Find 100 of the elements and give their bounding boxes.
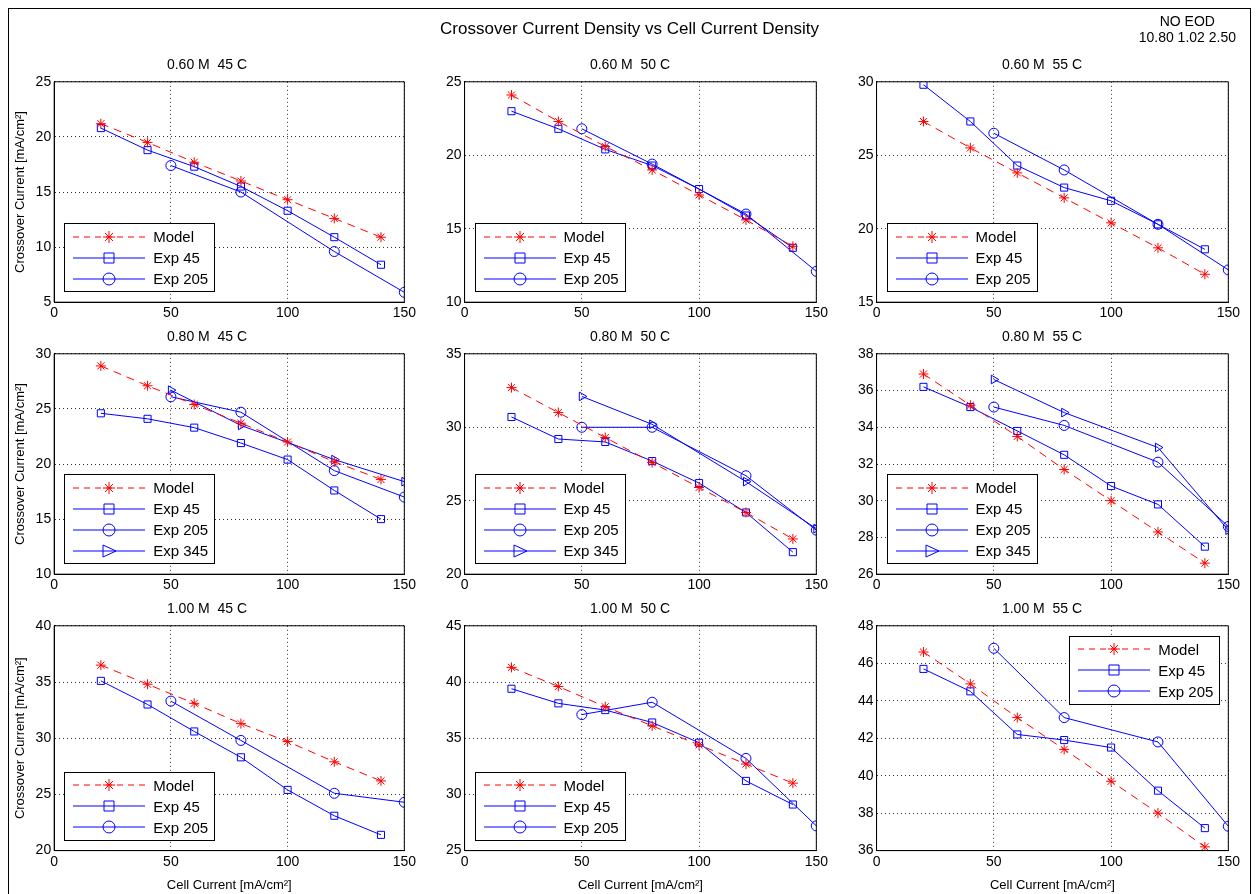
y-tick-label: 30 bbox=[35, 344, 52, 361]
y-tick-label: 30 bbox=[445, 785, 462, 802]
y-tick-label: 10 bbox=[445, 293, 462, 310]
legend-label: Exp 45 bbox=[975, 249, 1023, 267]
text: 10.80 1.02 2.50 bbox=[1138, 29, 1236, 45]
x-tick-label: 0 bbox=[50, 852, 59, 869]
legend-label: Exp 45 bbox=[1158, 661, 1205, 679]
y-tick-label: 35 bbox=[445, 729, 462, 746]
x-tick-label: 50 bbox=[163, 852, 179, 869]
y-tick-label: 36 bbox=[857, 841, 874, 858]
x-axis-title: Cell Current [mA/cm²] bbox=[989, 876, 1115, 892]
legend-label: Exp 205 bbox=[1158, 682, 1214, 700]
y-tick-label: 25 bbox=[857, 146, 874, 163]
chart-title: 0.80 M 45 C bbox=[166, 328, 248, 345]
y-tick-label: 44 bbox=[857, 691, 874, 708]
x-tick-label: 150 bbox=[804, 576, 829, 593]
legend-label: Model bbox=[975, 228, 1017, 246]
x-tick-label: 150 bbox=[804, 852, 829, 869]
x-tick-label: 0 bbox=[872, 304, 881, 321]
y-tick-label: 10 bbox=[35, 565, 52, 582]
x-tick-label: 100 bbox=[687, 304, 711, 321]
x-tick-label: 50 bbox=[986, 576, 1002, 593]
y-tick-label: 32 bbox=[857, 454, 874, 471]
x-tick-label: 150 bbox=[1216, 852, 1241, 869]
x-tick-label: 0 bbox=[872, 576, 881, 593]
y-tick-label: 35 bbox=[35, 672, 52, 689]
y-tick-label: 25 bbox=[35, 72, 52, 89]
y-tick-label: 40 bbox=[35, 616, 52, 633]
y-tick-label: 36 bbox=[857, 381, 874, 398]
y-tick-label: 25 bbox=[35, 785, 52, 802]
y-tick-label: 26 bbox=[857, 565, 874, 582]
y-tick-label: 20 bbox=[445, 146, 462, 163]
x-axis-title: Cell Current [mA/cm²] bbox=[166, 876, 292, 892]
y-tick-label: 15 bbox=[445, 219, 462, 236]
legend-label: Exp 45 bbox=[975, 500, 1023, 518]
legend-label: Exp 205 bbox=[153, 521, 209, 539]
x-tick-label: 150 bbox=[804, 304, 829, 321]
chart-title: 0.80 M 50 C bbox=[589, 328, 671, 345]
legend-label: Exp 45 bbox=[563, 797, 611, 815]
chart-title: 0.60 M 45 C bbox=[166, 56, 248, 73]
y-tick-label: 40 bbox=[857, 766, 874, 783]
legend-label: Exp 45 bbox=[153, 500, 200, 518]
y-tick-label: 25 bbox=[445, 491, 462, 508]
chart-title: 0.60 M 50 C bbox=[589, 56, 671, 73]
x-tick-label: 0 bbox=[460, 852, 469, 869]
x-tick-label: 50 bbox=[574, 576, 590, 593]
y-tick-label: 20 bbox=[857, 219, 874, 236]
y-tick-label: 45 bbox=[445, 616, 462, 633]
y-tick-label: 46 bbox=[857, 654, 874, 671]
y-tick-label: 25 bbox=[445, 841, 462, 858]
x-tick-label: 50 bbox=[986, 304, 1002, 321]
y-tick-label: 15 bbox=[857, 293, 874, 310]
legend-label: Exp 45 bbox=[563, 500, 611, 518]
legend-label: Model bbox=[563, 228, 605, 246]
y-tick-label: 30 bbox=[35, 729, 52, 746]
y-axis-title: Crossover Current [mA/cm²] bbox=[12, 111, 28, 273]
y-tick-label: 42 bbox=[857, 729, 874, 746]
x-tick-label: 100 bbox=[275, 576, 300, 593]
x-tick-label: 100 bbox=[1099, 304, 1123, 321]
legend-label: Exp 45 bbox=[563, 249, 611, 267]
x-tick-label: 50 bbox=[986, 852, 1002, 869]
legend-label: Model bbox=[563, 776, 605, 794]
x-tick-label: 50 bbox=[163, 576, 179, 593]
legend-label: Exp 45 bbox=[153, 797, 200, 815]
text: Crossover Current Density vs Cell Current Density bbox=[440, 19, 819, 38]
x-tick-label: 0 bbox=[460, 304, 469, 321]
legend-label: Exp 205 bbox=[153, 270, 209, 288]
x-tick-label: 50 bbox=[574, 852, 590, 869]
y-tick-label: 30 bbox=[857, 72, 874, 89]
y-axis-title: Crossover Current [mA/cm²] bbox=[12, 383, 28, 545]
y-tick-label: 20 bbox=[445, 565, 462, 582]
chart-title: 0.60 M 55 C bbox=[1001, 56, 1083, 73]
y-tick-label: 48 bbox=[857, 616, 874, 633]
y-tick-label: 25 bbox=[445, 72, 462, 89]
y-tick-label: 28 bbox=[857, 528, 874, 545]
y-tick-label: 5 bbox=[43, 293, 52, 310]
legend-label: Exp 345 bbox=[153, 542, 209, 560]
legend-label: Exp 205 bbox=[153, 818, 209, 836]
y-tick-label: 15 bbox=[35, 509, 52, 526]
legend-label: Exp 345 bbox=[563, 542, 619, 560]
y-tick-label: 35 bbox=[445, 344, 462, 361]
y-tick-label: 20 bbox=[35, 841, 52, 858]
y-tick-label: 30 bbox=[445, 418, 462, 435]
x-tick-label: 100 bbox=[1099, 852, 1123, 869]
x-tick-label: 150 bbox=[392, 576, 417, 593]
text: NO EOD bbox=[1158, 13, 1216, 29]
y-tick-label: 40 bbox=[445, 672, 462, 689]
x-tick-label: 150 bbox=[1216, 576, 1241, 593]
chart-title: 0.80 M 55 C bbox=[1001, 328, 1083, 345]
x-tick-label: 150 bbox=[392, 304, 417, 321]
x-tick-label: 0 bbox=[460, 576, 469, 593]
legend-label: Exp 205 bbox=[975, 270, 1031, 288]
legend-label: Exp 205 bbox=[563, 270, 619, 288]
x-tick-label: 0 bbox=[50, 576, 59, 593]
legend-label: Model bbox=[563, 479, 605, 497]
x-tick-label: 100 bbox=[1099, 576, 1123, 593]
legend-label: Exp 205 bbox=[563, 521, 619, 539]
y-tick-label: 38 bbox=[857, 344, 874, 361]
legend-label: Exp 205 bbox=[563, 818, 619, 836]
y-tick-label: 30 bbox=[857, 491, 874, 508]
